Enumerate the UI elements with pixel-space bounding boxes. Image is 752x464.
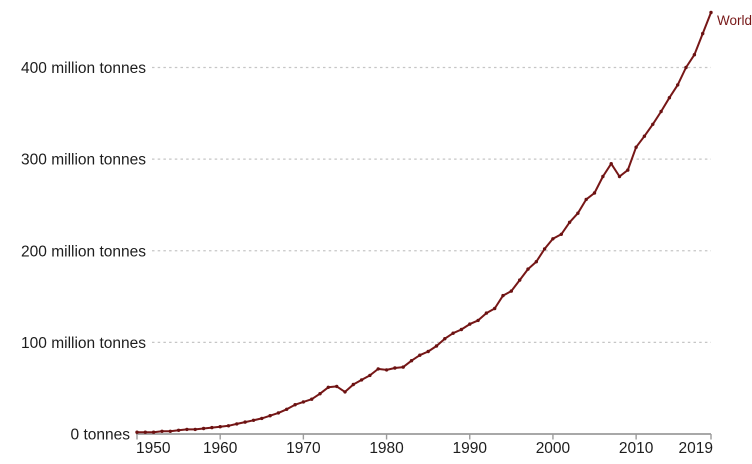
data-point-2002[interactable] xyxy=(567,220,572,224)
data-point-1966[interactable] xyxy=(268,414,272,418)
y-axis-label-0: 0 tonnes xyxy=(71,427,131,444)
data-point-1980[interactable] xyxy=(384,368,389,372)
data-point-1982[interactable] xyxy=(401,365,405,369)
data-point-2006[interactable] xyxy=(601,174,605,179)
data-point-1989[interactable] xyxy=(459,327,464,332)
data-point-1954[interactable] xyxy=(168,429,172,433)
data-point-2010[interactable] xyxy=(634,145,638,149)
data-point-1991[interactable] xyxy=(476,318,480,323)
data-point-1973[interactable] xyxy=(326,385,330,389)
data-point-1964[interactable] xyxy=(251,418,256,422)
data-point-2003[interactable] xyxy=(576,211,580,215)
data-point-2000[interactable] xyxy=(551,237,555,241)
data-point-2011[interactable] xyxy=(642,134,647,138)
data-point-2009[interactable] xyxy=(626,168,630,172)
data-point-1986[interactable] xyxy=(434,344,439,348)
data-point-1984[interactable] xyxy=(418,353,422,357)
y-axis-label-400: 400 million tonnes xyxy=(21,60,146,77)
world-series-label[interactable]: World xyxy=(717,13,752,28)
data-point-1994[interactable] xyxy=(501,293,505,298)
data-point-1960[interactable] xyxy=(218,425,222,429)
data-point-1974[interactable] xyxy=(335,384,339,389)
data-point-1975[interactable] xyxy=(343,390,347,394)
data-point-2019[interactable] xyxy=(709,10,713,15)
data-point-1955[interactable] xyxy=(176,428,181,432)
y-axis-label-200: 200 million tonnes xyxy=(21,243,146,260)
data-point-2013[interactable] xyxy=(659,109,663,114)
x-axis-label-2019: 2019 xyxy=(679,440,713,457)
data-point-1995[interactable] xyxy=(509,289,513,293)
data-point-1977[interactable] xyxy=(359,378,364,382)
data-point-1970[interactable] xyxy=(301,400,306,404)
x-axis-label-1960: 1960 xyxy=(203,440,238,457)
data-point-1967[interactable] xyxy=(276,411,281,415)
data-point-1992[interactable] xyxy=(484,311,489,315)
data-point-1998[interactable] xyxy=(534,260,538,264)
data-point-1968[interactable] xyxy=(285,407,289,411)
data-point-1962[interactable] xyxy=(235,422,239,426)
data-point-1983[interactable] xyxy=(409,359,414,363)
y-axis-label-300: 300 million tonnes xyxy=(21,152,146,169)
data-point-1990[interactable] xyxy=(468,322,472,326)
data-point-2017[interactable] xyxy=(692,53,697,57)
data-point-1958[interactable] xyxy=(201,426,206,431)
data-point-2007[interactable] xyxy=(609,162,613,166)
series-line-world[interactable] xyxy=(136,11,712,434)
data-point-1999[interactable] xyxy=(542,247,547,251)
data-point-2012[interactable] xyxy=(651,122,655,127)
data-point-1953[interactable] xyxy=(160,429,164,433)
x-axis-label-1990: 1990 xyxy=(453,440,488,457)
data-point-1976[interactable] xyxy=(351,382,355,387)
data-point-1978[interactable] xyxy=(368,373,372,378)
data-point-1961[interactable] xyxy=(226,424,231,428)
data-point-1959[interactable] xyxy=(210,425,214,430)
data-point-1957[interactable] xyxy=(193,427,197,432)
data-point-1987[interactable] xyxy=(443,337,447,341)
x-axis-label-1950: 1950 xyxy=(136,440,171,457)
x-axis-label-1970: 1970 xyxy=(286,440,321,457)
data-point-1996[interactable] xyxy=(518,278,522,282)
data-point-1965[interactable] xyxy=(260,416,264,421)
data-point-1950[interactable] xyxy=(135,430,139,434)
data-point-2001[interactable] xyxy=(559,232,563,236)
data-point-1979[interactable] xyxy=(376,367,380,371)
data-point-1972[interactable] xyxy=(318,392,322,396)
x-axis-label-2000: 2000 xyxy=(536,440,571,457)
data-point-2015[interactable] xyxy=(676,83,680,87)
data-point-2005[interactable] xyxy=(592,191,597,195)
data-point-1971[interactable] xyxy=(310,397,314,401)
data-point-2016[interactable] xyxy=(684,65,688,70)
data-point-1951[interactable] xyxy=(143,430,147,434)
data-point-1988[interactable] xyxy=(451,331,455,335)
data-point-1952[interactable] xyxy=(151,430,156,434)
data-point-2014[interactable] xyxy=(667,96,672,100)
x-axis-label-1980: 1980 xyxy=(369,440,404,457)
y-axis-label-100: 100 million tonnes xyxy=(21,335,146,352)
data-point-2018[interactable] xyxy=(701,31,705,36)
data-point-1969[interactable] xyxy=(293,403,297,407)
data-point-2004[interactable] xyxy=(584,197,588,202)
x-axis-label-2010: 2010 xyxy=(619,440,654,457)
data-point-1997[interactable] xyxy=(526,267,530,271)
data-point-1981[interactable] xyxy=(393,366,397,370)
data-point-1993[interactable] xyxy=(493,306,497,311)
data-point-2008[interactable] xyxy=(617,174,622,179)
data-point-1956[interactable] xyxy=(185,427,189,432)
data-point-1985[interactable] xyxy=(426,349,430,354)
data-point-1963[interactable] xyxy=(243,420,247,424)
